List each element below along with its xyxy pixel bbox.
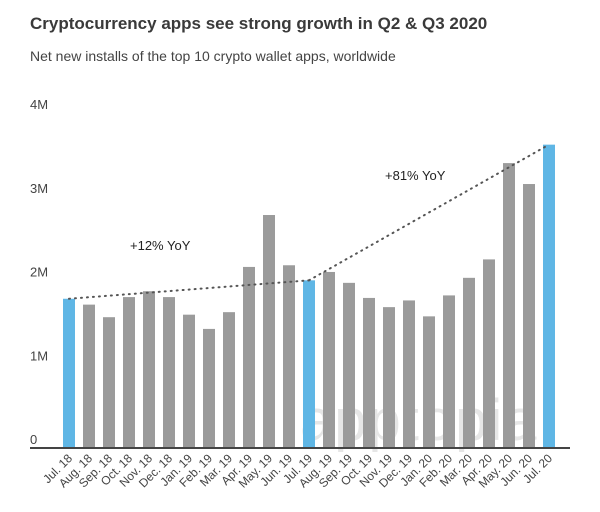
bar [383,307,395,447]
annotation-label: +81% YoY [385,168,446,183]
y-tick-label: 1M [30,348,48,363]
bar [63,298,75,447]
bar [263,215,275,447]
bar [403,300,415,447]
bar [303,280,315,447]
annotation-label: +12% YoY [130,238,191,253]
bar [483,259,495,447]
y-tick-label: 2M [30,265,48,280]
bar [503,163,515,447]
bar [183,314,195,447]
bar [203,328,215,447]
chart-title: Cryptocurrency apps see strong growth in… [30,14,488,33]
bar [323,271,335,447]
bar [443,295,455,447]
y-tick-label: 4M [30,97,48,112]
bar [103,317,115,447]
bar [543,144,555,447]
bar [223,312,235,447]
bar [83,304,95,447]
bar [343,282,355,447]
y-tick-label: 0 [30,432,37,447]
bar [463,277,475,447]
chart-subtitle: Net new installs of the top 10 crypto wa… [30,48,396,64]
bar [163,297,175,447]
bar [143,291,155,447]
watermark-logo: apptopia [300,388,539,453]
bar [123,297,135,447]
bar [243,266,255,447]
bar [283,265,295,447]
bar [423,316,435,447]
bar [523,184,535,447]
trend-line [68,279,310,300]
trend-line [308,143,550,282]
bar [363,297,375,447]
y-tick-label: 3M [30,181,48,196]
